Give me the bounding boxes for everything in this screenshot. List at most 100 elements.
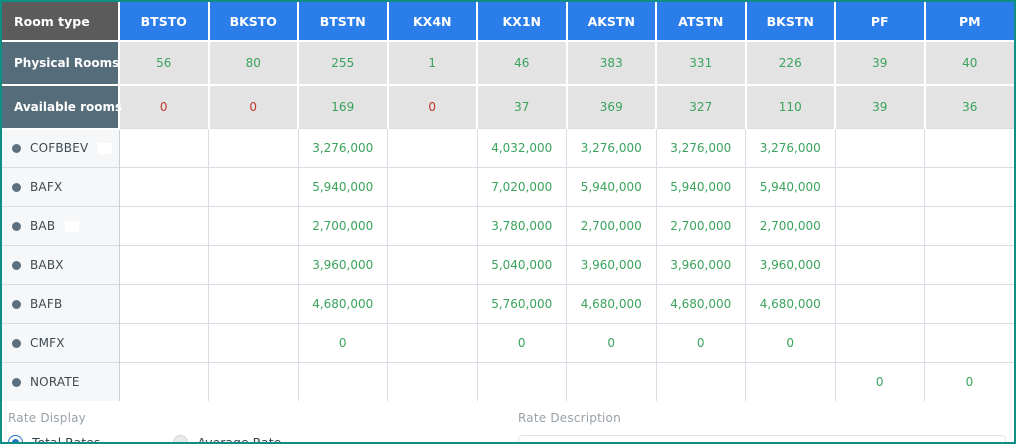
- table-row[interactable]: BAFX 5,940,000 7,020,000 5,940,000 5,940,000…: [2, 167, 1014, 207]
- rate-code-inner: BAB: [12, 219, 119, 233]
- table-row[interactable]: NORATE 0 0: [2, 362, 1014, 401]
- rate-value-cell[interactable]: [924, 323, 1014, 363]
- rate-value-cell[interactable]: [924, 167, 1014, 207]
- rate-value-cell[interactable]: [835, 284, 925, 324]
- rate-value-cell[interactable]: 5,940,000: [656, 167, 746, 207]
- rate-value-cell[interactable]: [119, 284, 209, 324]
- rate-value-cell[interactable]: 5,760,000: [477, 284, 567, 324]
- rate-value-cell[interactable]: [387, 284, 478, 324]
- rate-value-cell[interactable]: [387, 362, 478, 401]
- rate-value-cell[interactable]: 3,960,000: [298, 245, 388, 285]
- rate-value-cell[interactable]: [924, 245, 1014, 285]
- rate-value-cell[interactable]: 3,780,000: [477, 206, 567, 246]
- rate-value-cell[interactable]: 4,680,000: [298, 284, 388, 324]
- column-header-kx1n[interactable]: KX1N: [477, 2, 568, 41]
- column-header-pf[interactable]: PF: [835, 2, 926, 41]
- rate-value-cell[interactable]: [119, 128, 209, 168]
- rate-value-cell[interactable]: [208, 284, 299, 324]
- rate-value-cell[interactable]: 5,040,000: [477, 245, 567, 285]
- rate-value-cell[interactable]: [477, 362, 567, 401]
- rate-value-cell[interactable]: [924, 284, 1014, 324]
- rate-value-cell[interactable]: 0: [745, 323, 836, 363]
- radio-button-average-rate[interactable]: [173, 435, 189, 442]
- rate-description-input[interactable]: [518, 435, 1006, 442]
- footer-form: Rate Display Total Rates Average Rate Ra…: [2, 401, 1014, 442]
- rate-value-cell[interactable]: [208, 245, 299, 285]
- bullet-icon: [12, 338, 21, 348]
- rate-value-cell[interactable]: 2,700,000: [745, 206, 836, 246]
- rate-value-cell[interactable]: [387, 128, 478, 168]
- rate-value-cell[interactable]: [119, 245, 209, 285]
- rate-value-cell[interactable]: [119, 206, 209, 246]
- rate-value-cell[interactable]: 3,276,000: [298, 128, 388, 168]
- rate-value-cell[interactable]: 3,960,000: [566, 245, 657, 285]
- rate-value-cell[interactable]: [835, 323, 925, 363]
- rate-value-cell[interactable]: [208, 128, 299, 168]
- column-header-atstn[interactable]: ATSTN: [656, 2, 747, 41]
- rate-value-cell[interactable]: 0: [298, 323, 388, 363]
- summary-cell: 56: [119, 40, 210, 85]
- column-header-bksto[interactable]: BKSTO: [208, 2, 299, 41]
- rate-code-cell: BAFB: [2, 284, 120, 324]
- rate-value-cell[interactable]: 2,700,000: [566, 206, 657, 246]
- rate-value-cell[interactable]: 5,940,000: [566, 167, 657, 207]
- rate-value-cell[interactable]: 0: [924, 362, 1014, 401]
- rate-value-cell[interactable]: 0: [656, 323, 746, 363]
- table-row[interactable]: BAB 2,700,000 3,780,000 2,700,000 2,700,000 2…: [2, 206, 1014, 246]
- rate-value-cell[interactable]: [745, 362, 836, 401]
- table-row[interactable]: BAFB 4,680,000 5,760,000 4,680,000 4,680,000…: [2, 284, 1014, 324]
- rate-value-cell[interactable]: 3,960,000: [745, 245, 836, 285]
- rate-value-cell[interactable]: [387, 245, 478, 285]
- column-header-bkstn[interactable]: BKSTN: [745, 2, 836, 41]
- rate-value-cell[interactable]: [924, 206, 1014, 246]
- column-header-pm[interactable]: PM: [924, 2, 1014, 41]
- rate-value-cell[interactable]: 4,680,000: [656, 284, 746, 324]
- rate-value-cell[interactable]: [566, 362, 657, 401]
- column-header-btsto[interactable]: BTSTO: [119, 2, 210, 41]
- rate-value-cell[interactable]: 7,020,000: [477, 167, 567, 207]
- rate-value-cell[interactable]: [387, 323, 478, 363]
- rate-value-cell[interactable]: [835, 167, 925, 207]
- rate-value-cell[interactable]: [656, 362, 746, 401]
- rate-value-cell[interactable]: [119, 323, 209, 363]
- radio-option-total-rates[interactable]: Total Rates: [8, 435, 100, 442]
- column-header-btstn[interactable]: BTSTN: [298, 2, 389, 41]
- rate-value-cell[interactable]: 0: [835, 362, 925, 401]
- rate-value-cell[interactable]: 5,940,000: [298, 167, 388, 207]
- rate-value-cell[interactable]: 0: [477, 323, 567, 363]
- rate-value-cell[interactable]: 0: [566, 323, 657, 363]
- rate-value-cell[interactable]: 3,276,000: [656, 128, 746, 168]
- table-row[interactable]: COFBBEV 3,276,000 4,032,000 3,276,000 3,276,…: [2, 127, 1014, 168]
- column-header-akstn[interactable]: AKSTN: [566, 2, 657, 41]
- rate-value-cell[interactable]: [835, 206, 925, 246]
- rate-value-cell[interactable]: [208, 167, 299, 207]
- rate-value-cell[interactable]: 2,700,000: [298, 206, 388, 246]
- rate-value-cell[interactable]: 4,680,000: [745, 284, 836, 324]
- rate-value-cell[interactable]: [298, 362, 388, 401]
- radio-option-average-rate[interactable]: Average Rate: [173, 435, 281, 442]
- table-row[interactable]: BABX 3,960,000 5,040,000 3,960,000 3,960,000…: [2, 245, 1014, 285]
- table-row[interactable]: CMFX 0 0 0 0 0: [2, 323, 1014, 363]
- rate-value-cell[interactable]: [387, 206, 478, 246]
- rate-value-cell[interactable]: [835, 245, 925, 285]
- rate-value-cell[interactable]: 4,680,000: [566, 284, 657, 324]
- rate-value-cell[interactable]: [387, 167, 478, 207]
- rate-value-cell[interactable]: 4,032,000: [477, 128, 567, 168]
- rate-display-group: Rate Display Total Rates Average Rate: [2, 411, 518, 442]
- rate-value-cell[interactable]: [835, 128, 925, 168]
- rate-value-cell[interactable]: 2,700,000: [656, 206, 746, 246]
- rate-value-cell[interactable]: [119, 167, 209, 207]
- rate-value-cell[interactable]: [208, 323, 299, 363]
- radio-button-total-rates[interactable]: [8, 435, 23, 442]
- rate-value-cell[interactable]: 3,276,000: [745, 128, 836, 168]
- rate-value-cell[interactable]: [208, 362, 299, 401]
- rate-value-cell[interactable]: [119, 362, 209, 401]
- rate-value-cell[interactable]: 5,940,000: [745, 167, 836, 207]
- bullet-icon: [12, 182, 21, 192]
- column-header-kx4n[interactable]: KX4N: [387, 2, 478, 41]
- rate-value-cell[interactable]: [924, 128, 1014, 168]
- table-head: Room type BTSTO BKSTO BTSTN KX4N KX1N AKSTN AT…: [2, 2, 1014, 41]
- rate-value-cell[interactable]: 3,276,000: [566, 128, 657, 168]
- rate-value-cell[interactable]: 3,960,000: [656, 245, 746, 285]
- rate-value-cell[interactable]: [208, 206, 299, 246]
